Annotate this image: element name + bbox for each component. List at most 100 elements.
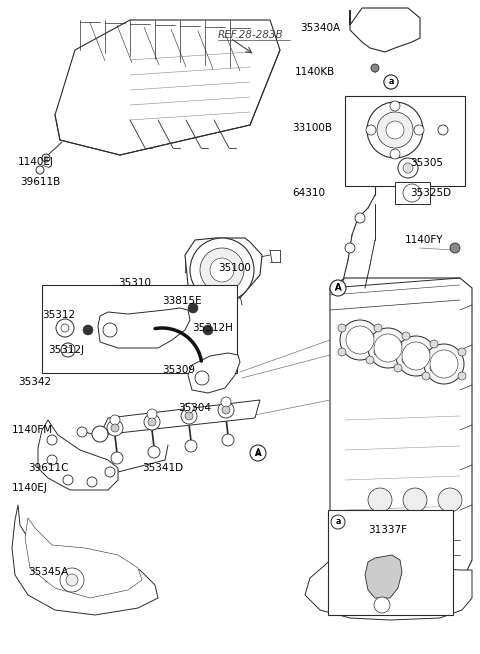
- Circle shape: [366, 332, 374, 340]
- Circle shape: [390, 101, 400, 111]
- Circle shape: [184, 403, 194, 413]
- Text: 1140FY: 1140FY: [405, 235, 444, 245]
- Circle shape: [386, 121, 404, 139]
- Circle shape: [330, 280, 346, 296]
- Circle shape: [424, 344, 464, 384]
- Text: a: a: [388, 78, 394, 86]
- Circle shape: [92, 426, 108, 442]
- Circle shape: [366, 125, 376, 135]
- Text: 39611B: 39611B: [20, 177, 60, 187]
- Circle shape: [438, 125, 448, 135]
- Circle shape: [66, 574, 78, 586]
- Bar: [395, 182, 430, 204]
- Polygon shape: [25, 518, 142, 598]
- Text: 33815E: 33815E: [162, 296, 202, 306]
- Circle shape: [402, 342, 430, 370]
- Circle shape: [61, 324, 69, 332]
- Text: 35345A: 35345A: [28, 567, 68, 577]
- Circle shape: [195, 371, 209, 385]
- Polygon shape: [365, 555, 402, 598]
- Circle shape: [110, 415, 120, 425]
- Circle shape: [331, 515, 345, 529]
- Circle shape: [147, 409, 157, 419]
- Text: 35309: 35309: [162, 365, 195, 375]
- Circle shape: [430, 364, 438, 372]
- Text: 35342: 35342: [18, 377, 51, 387]
- Text: 35312J: 35312J: [48, 345, 84, 355]
- Text: 31337F: 31337F: [368, 525, 407, 535]
- Circle shape: [200, 248, 244, 292]
- Circle shape: [368, 488, 392, 512]
- Circle shape: [394, 364, 402, 372]
- Text: 35312: 35312: [42, 310, 75, 320]
- Text: A: A: [335, 283, 341, 293]
- Text: a: a: [389, 78, 394, 86]
- Text: 35340A: 35340A: [300, 23, 340, 33]
- Circle shape: [367, 102, 423, 158]
- Circle shape: [60, 568, 84, 592]
- Circle shape: [203, 325, 213, 335]
- Circle shape: [398, 158, 418, 178]
- Polygon shape: [305, 560, 472, 620]
- Text: A: A: [255, 448, 261, 458]
- Polygon shape: [185, 238, 262, 298]
- Text: 35341D: 35341D: [142, 463, 183, 473]
- Circle shape: [103, 323, 117, 337]
- Polygon shape: [188, 353, 240, 393]
- Circle shape: [374, 324, 382, 332]
- Circle shape: [210, 258, 234, 282]
- Circle shape: [430, 350, 458, 378]
- Circle shape: [422, 348, 430, 356]
- Circle shape: [403, 184, 421, 202]
- Circle shape: [61, 343, 75, 357]
- Circle shape: [340, 320, 380, 360]
- Circle shape: [222, 434, 234, 446]
- Circle shape: [384, 75, 398, 89]
- Circle shape: [185, 440, 197, 452]
- Circle shape: [148, 446, 160, 458]
- Circle shape: [111, 424, 119, 432]
- Text: 35312H: 35312H: [192, 323, 233, 333]
- Circle shape: [65, 347, 71, 353]
- Circle shape: [185, 412, 193, 420]
- Circle shape: [83, 325, 93, 335]
- Text: 64310: 64310: [292, 188, 325, 198]
- Circle shape: [47, 435, 57, 445]
- Polygon shape: [98, 308, 190, 348]
- Circle shape: [402, 332, 410, 340]
- Circle shape: [384, 75, 398, 89]
- Circle shape: [87, 477, 97, 487]
- Circle shape: [355, 213, 365, 223]
- Circle shape: [77, 427, 87, 437]
- Circle shape: [422, 372, 430, 380]
- Text: A: A: [255, 449, 261, 458]
- Bar: [345, 96, 465, 186]
- Circle shape: [188, 303, 198, 313]
- Circle shape: [44, 156, 48, 160]
- Text: 35100: 35100: [218, 263, 251, 273]
- Circle shape: [430, 340, 438, 348]
- Circle shape: [394, 340, 402, 348]
- Text: 1140EJ: 1140EJ: [18, 157, 54, 167]
- Bar: [328, 510, 453, 615]
- Circle shape: [144, 414, 160, 430]
- Circle shape: [374, 348, 382, 356]
- Bar: [42, 285, 237, 373]
- Text: 39611C: 39611C: [28, 463, 69, 473]
- Circle shape: [450, 243, 460, 253]
- Circle shape: [414, 125, 424, 135]
- Circle shape: [107, 420, 123, 436]
- Circle shape: [458, 348, 466, 356]
- Circle shape: [338, 348, 346, 356]
- Circle shape: [190, 238, 254, 302]
- Circle shape: [63, 475, 73, 485]
- Polygon shape: [12, 505, 158, 615]
- Circle shape: [338, 324, 346, 332]
- Circle shape: [42, 154, 50, 162]
- Circle shape: [403, 163, 413, 173]
- Circle shape: [222, 406, 230, 414]
- Circle shape: [105, 467, 115, 477]
- Text: 35304: 35304: [178, 403, 211, 413]
- Circle shape: [458, 372, 466, 380]
- Circle shape: [396, 336, 436, 376]
